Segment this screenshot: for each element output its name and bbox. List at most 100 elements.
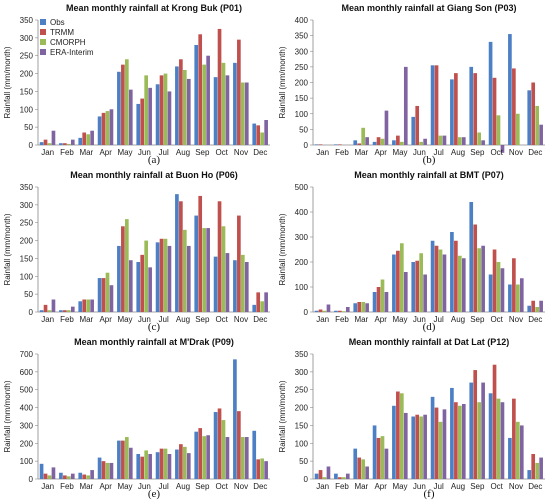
bar-p6-trmm-apr [376,437,381,479]
bar-p3-obs-oct [213,256,218,312]
bar-p1-era-interim-jul [167,91,172,145]
bar-p3-trmm-jul [159,238,164,312]
x-tick-label-p4-11: Dec [528,315,542,324]
x-tick-label-p2-9: Oct [490,148,503,157]
bar-p2-trmm-may [396,135,400,145]
bar-p1-era-interim-aug [186,78,191,145]
chart-title-p6: Mean monthly rainfall at Dat Lat (P12) [349,337,510,347]
bar-p3-era-interim-may [128,260,133,312]
bar-p6-era-interim-jan [326,466,331,479]
bar-p4-era-interim-sep [481,245,485,312]
x-tick-label-p6-3: Apr [374,482,387,491]
panel-label-p3: (c) [148,321,161,333]
bar-p1-trmm-jun [140,98,145,145]
y-tick-label-p6-6: 300 [295,368,309,377]
bar-p4-era-interim-jan [326,304,331,312]
bar-p3-obs-aug [175,194,179,312]
bar-p6-cmorph-apr [380,436,385,479]
bar-p1-era-interim-may [128,89,133,145]
bar-p5-era-interim-may [128,447,133,479]
bar-p1-era-interim-feb [70,139,75,145]
bar-p1-obs-feb [59,143,63,145]
bar-p3-era-interim-jan [51,299,56,312]
bar-p5-trmm-oct [217,408,222,479]
bar-p2-obs-feb [334,144,338,145]
bar-p6-cmorph-dec [535,462,539,479]
bar-p6-trmm-oct [492,364,497,479]
bar-p3-obs-jan [39,310,44,312]
x-tick-label-p1-6: Jul [159,148,169,157]
bar-p1-cmorph-dec [260,132,264,145]
x-tick-label-p1-9: Oct [215,148,228,157]
x-tick-label-p3-8: Sep [195,315,210,324]
bar-p3-era-interim-feb [70,306,75,312]
y-tick-label-p3-1: 50 [24,290,33,299]
y-tick-label-p5-6: 600 [20,368,34,377]
y-tick-label-p2-5: 250 [295,63,309,72]
bar-p4-era-interim-jul [442,254,447,312]
y-tick-label-p6-1: 50 [299,457,308,466]
bar-p1-trmm-jan [43,139,48,145]
bar-p2-obs-sep [469,66,474,145]
x-tick-label-p1-5: Jun [138,148,151,157]
bar-p4-obs-may [392,254,396,312]
y-tick-label-p3-0: 0 [29,308,34,317]
bar-p2-obs-oct [488,41,493,145]
bar-p3-cmorph-jul [163,238,168,312]
bar-p3-cmorph-aug [183,229,187,312]
bar-p3-trmm-nov [237,215,241,312]
bar-p6-trmm-sep [473,370,478,479]
bar-p3-obs-may [117,245,121,312]
y-axis-label-p5: Rainfall (mm/month) [3,380,12,452]
y-axis-label-p2: Rainfall (mm/month) [278,46,287,118]
bar-p5-era-interim-jan [51,467,56,479]
bar-p6-trmm-jun [415,414,420,479]
bar-p5-trmm-feb [63,475,67,479]
panel-label-p5: (e) [148,488,161,500]
y-tick-label-p1-3: 150 [20,87,34,96]
panel-label-p4: (d) [423,321,436,333]
x-tick-label-p6-1: Feb [335,482,349,491]
y-tick-label-p3-3: 150 [20,254,34,263]
bar-p6-cmorph-sep [477,402,481,479]
bar-p5-era-interim-oct [225,437,230,479]
bar-p1-obs-apr [97,116,102,145]
bar-p3-trmm-oct [217,201,222,312]
bar-p4-obs-jul [430,240,435,312]
y-axis-label-p3: Rainfall (mm/month) [3,213,12,285]
x-tick-label-p2-5: Jun [413,148,426,157]
legend: Obs TRMM CMORPH ERA-Interim [40,17,94,57]
x-tick-label-p6-2: Mar [354,482,368,491]
bar-p3-cmorph-dec [260,301,264,312]
bar-p2-trmm-nov [512,68,516,145]
bar-p2-obs-nov [508,34,512,145]
y-tick-label-p1-7: 350 [20,16,34,25]
x-tick-label-p5-2: Mar [79,482,93,491]
x-tick-label-p5-6: Jul [159,482,169,491]
bar-p6-era-interim-apr [384,448,389,479]
bar-p3-obs-jun [136,262,141,312]
y-tick-label-p4-0: 0 [304,308,309,317]
legend-item-era-interim: ERA-Interim [40,47,94,57]
bar-p5-obs-may [117,440,121,479]
bar-p1-era-interim-apr [109,109,114,145]
bar-p6-era-interim-oct [500,402,505,479]
x-tick-label-p5-4: May [117,482,132,491]
bar-p6-obs-jun [411,416,416,479]
bar-p4-obs-jan [314,310,319,312]
y-tick-label-p2-8: 400 [295,16,309,25]
bar-p3-obs-dec [252,304,257,312]
bar-p6-trmm-feb [338,477,342,479]
y-tick-label-p5-1: 100 [20,457,34,466]
bar-p4-obs-oct [488,274,493,312]
bar-p1-cmorph-aug [183,70,187,145]
bar-p5-era-interim-nov [244,437,249,479]
bar-p2-obs-jun [411,116,416,145]
bar-p2-cmorph-oct [496,115,501,145]
bar-p1-cmorph-oct [221,62,226,145]
bar-p6-cmorph-aug [458,405,462,479]
bar-p6-obs-jan [314,473,319,479]
bar-p3-cmorph-sep [202,228,206,312]
bar-p1-cmorph-jun [144,75,148,145]
bar-p1-era-interim-oct [225,75,230,145]
